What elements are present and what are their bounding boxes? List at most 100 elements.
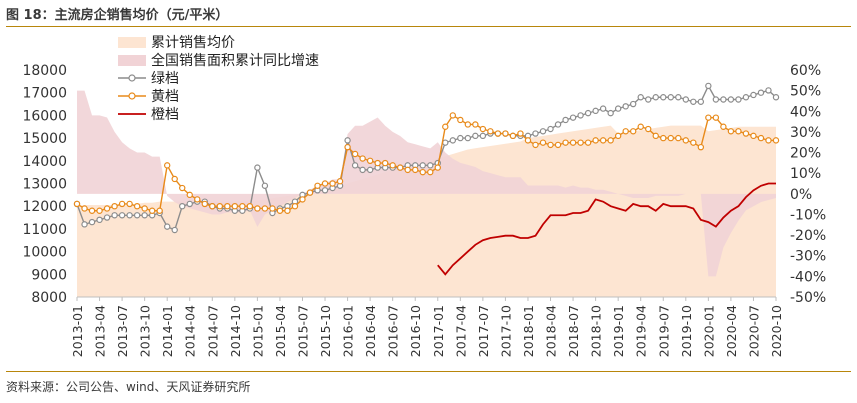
series-yellow-point [464, 121, 472, 128]
left-tick-label: 18000 [22, 63, 67, 79]
series-green-point [742, 94, 750, 101]
series-yellow-point [314, 182, 321, 189]
series-yellow-point [494, 130, 502, 137]
series-yellow-point [299, 196, 306, 203]
x-tick-label: 2020-04 [724, 305, 739, 357]
series-green-point [472, 132, 479, 140]
series-green-point [637, 94, 644, 101]
series-green-point [359, 166, 366, 174]
legend-marker-yellow [128, 92, 136, 100]
series-green-point [675, 94, 682, 101]
right-tick-label: -40% [790, 269, 826, 285]
x-tick-label: 2020-10 [769, 305, 784, 357]
series-yellow-point [269, 205, 276, 212]
x-tick-label: 2016-01 [341, 305, 356, 357]
top-rule [6, 26, 851, 27]
series-yellow-point [148, 207, 156, 214]
series-yellow-point [667, 134, 674, 142]
x-tick-label: 2017-04 [453, 305, 468, 357]
legend-marker-green [128, 74, 136, 82]
left-tick-label: 10000 [22, 245, 67, 261]
series-green-point [351, 162, 359, 169]
right-tick-label: 0% [790, 187, 812, 203]
series-yellow-point [201, 200, 208, 208]
series-green-point [614, 105, 622, 112]
right-tick-label: 10% [790, 166, 821, 182]
series-yellow-point [156, 207, 163, 214]
x-tick-label: 2019-01 [611, 305, 626, 357]
series-yellow-point [502, 130, 509, 137]
series-green-point [547, 125, 554, 133]
series-green-point [464, 134, 472, 142]
x-tick-label: 2016-04 [363, 305, 378, 357]
series-yellow-point [622, 128, 629, 135]
series-yellow-point [757, 134, 765, 142]
series-yellow-point [73, 200, 81, 208]
series-green-point [569, 114, 577, 121]
right-tick-label: -30% [790, 249, 826, 265]
series-green-point [126, 212, 133, 219]
series-yellow-point [554, 141, 562, 149]
series-yellow-point [194, 196, 201, 203]
x-tick-label: 2015-07 [295, 305, 310, 357]
series-yellow-point [224, 202, 231, 210]
series-green-point [118, 212, 126, 219]
series-yellow-point [675, 134, 682, 142]
series-yellow-point [735, 128, 742, 135]
series-yellow-point [133, 202, 141, 210]
series-green-point [344, 137, 351, 144]
series-yellow-point [427, 168, 434, 176]
x-tick-label: 2018-10 [589, 305, 604, 357]
x-tick-label: 2020-01 [701, 305, 716, 357]
x-tick-label: 2013-10 [138, 305, 153, 357]
x-tick-label: 2019-04 [634, 305, 649, 357]
series-green-point [88, 218, 96, 226]
series-yellow-point [216, 202, 224, 210]
series-yellow-point [118, 200, 126, 208]
series-yellow-point [705, 114, 712, 121]
series-green-point [366, 166, 374, 174]
series-green-point [532, 130, 539, 137]
series-yellow-point [396, 164, 404, 171]
left-tick-label: 17000 [22, 86, 67, 102]
series-green-point [697, 98, 705, 105]
series-green-point [449, 137, 457, 144]
series-green-point [96, 216, 103, 224]
x-tick-label: 2016-07 [386, 305, 401, 357]
chart-title: 图 18：主流房企销售均价（元/平米） [6, 8, 229, 23]
right-tick-label: -10% [790, 207, 826, 223]
series-green-point [667, 94, 674, 101]
series-yellow-point [577, 139, 584, 146]
series-yellow-point [607, 137, 614, 144]
series-yellow-point [727, 128, 735, 135]
series-green-point [539, 128, 547, 135]
series-yellow-point [351, 150, 359, 158]
series-yellow-point [765, 137, 772, 144]
x-tick-label: 2017-01 [431, 305, 446, 357]
legend-swatch-growth [118, 55, 146, 66]
series-green-point [111, 212, 118, 219]
series-green-point [171, 226, 178, 234]
series-green-point [712, 96, 720, 103]
series-yellow-point [209, 202, 216, 210]
left-tick-label: 16000 [22, 108, 67, 124]
x-tick-label: 2014-01 [160, 305, 175, 357]
legend-label-avg-price: 累计销售均价 [151, 35, 235, 51]
series-green-point [645, 96, 652, 103]
series-green-point [660, 94, 667, 101]
x-tick-label: 2020-07 [746, 305, 761, 357]
series-green-point [599, 105, 607, 112]
series-yellow-point [231, 202, 239, 210]
series-yellow-point [88, 207, 96, 214]
series-green-point [254, 164, 261, 171]
series-yellow-point [103, 205, 111, 212]
left-tick-label: 15000 [22, 131, 67, 147]
left-tick-label: 8000 [31, 290, 67, 306]
series-yellow-point [321, 180, 329, 187]
series-green-point [765, 87, 772, 94]
x-tick-label: 2013-07 [115, 305, 130, 357]
series-yellow-point [637, 123, 644, 130]
series-yellow-point [682, 137, 690, 144]
x-tick-label: 2014-07 [205, 305, 220, 357]
series-green-point [607, 109, 614, 117]
